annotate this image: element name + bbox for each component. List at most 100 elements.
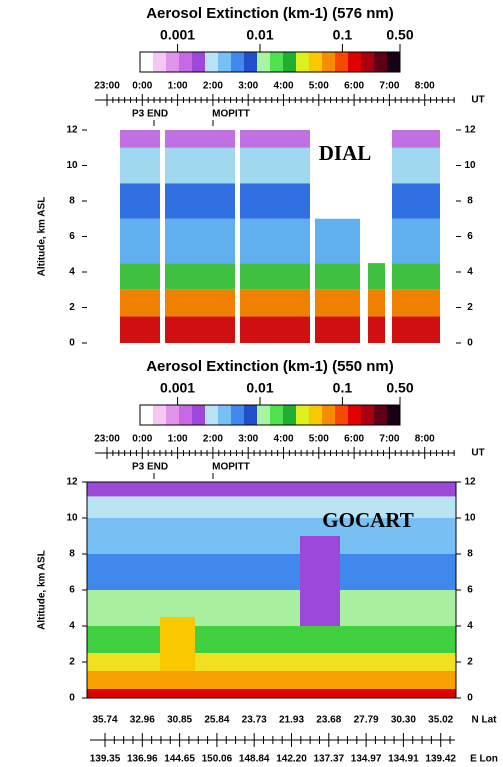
flight-marker: P3 END: [132, 462, 168, 473]
colorbar-tick-label: 0.50: [386, 380, 413, 396]
curtain-cell: [392, 147, 440, 184]
curtain-band: [87, 626, 456, 653]
time-tick-label: 8:00: [415, 434, 435, 445]
lat-unit: N Lat: [472, 715, 498, 726]
y-tick-label-right: 10: [464, 513, 476, 524]
time-tick-label: 5:00: [309, 434, 329, 445]
lat-label: 30.30: [391, 715, 416, 726]
colorbar-tick-label: 0.1: [333, 380, 353, 396]
y-tick-label-right: 0: [467, 693, 473, 704]
colorbar-cell: [192, 52, 206, 72]
curtain-cell: [392, 183, 440, 219]
y-tick-label-right: 2: [467, 302, 473, 313]
colorbar-cell: [335, 52, 349, 72]
y-tick-label: 0: [69, 338, 75, 349]
dial-curtain: [120, 130, 440, 343]
y-tick-label: 0: [69, 693, 75, 704]
lat-label: 30.85: [167, 715, 192, 726]
colorbar-cell: [348, 405, 362, 425]
lat-label: 27.79: [354, 715, 379, 726]
curtain-cell: [315, 218, 360, 264]
lon-label: 139.42: [425, 754, 456, 765]
curtain-cell: [240, 183, 310, 219]
y-tick-label-right: 12: [464, 477, 476, 488]
y-tick-label: 4: [69, 621, 75, 632]
colorbar-cell: [179, 52, 193, 72]
lat-label: 21.93: [279, 715, 304, 726]
time-tick-label: 7:00: [379, 434, 399, 445]
panel-label: GOCART: [322, 508, 413, 532]
y-tick-label-right: 8: [467, 196, 473, 207]
colorbar-cell: [374, 52, 388, 72]
curtain-cell: [392, 218, 440, 264]
lon-unit: E Lon: [470, 754, 498, 765]
colorbar-tick-label: 0.001: [160, 27, 195, 43]
colorbar-cell: [179, 405, 193, 425]
curtain-cell: [392, 263, 440, 290]
colorbar-cell: [335, 405, 349, 425]
y-tick-label: 8: [69, 549, 75, 560]
colorbar-cell: [166, 52, 180, 72]
lat-label: 25.84: [204, 715, 229, 726]
y-tick-label: 2: [69, 657, 75, 668]
y-axis-label: Altitude, km ASL: [37, 197, 48, 277]
curtain-cell: [368, 263, 385, 290]
lat-label: 35.74: [92, 715, 117, 726]
time-tick-label: 4:00: [273, 434, 293, 445]
y-tick-label-right: 0: [467, 338, 473, 349]
curtain-cell: [120, 316, 160, 343]
curtain-blob: [160, 617, 195, 671]
time-tick-label: 5:00: [309, 81, 329, 92]
lon-label: 137.37: [314, 754, 345, 765]
lat-label: 23.73: [242, 715, 267, 726]
y-tick-label: 10: [66, 160, 78, 171]
curtain-cell: [240, 263, 310, 290]
gocart-curtain: [87, 482, 456, 698]
time-tick-label: 23:00: [94, 81, 120, 92]
curtain-blob: [300, 536, 340, 626]
curtain-cell: [165, 218, 235, 264]
y-tick-label-right: 8: [467, 549, 473, 560]
lon-label: 142.20: [276, 754, 307, 765]
time-tick-label: 1:00: [168, 81, 188, 92]
time-tick-label: 3:00: [238, 81, 258, 92]
y-tick-label-right: 12: [464, 125, 476, 136]
lon-label: 134.91: [388, 754, 419, 765]
time-tick-label: 0:00: [132, 434, 152, 445]
curtain-cell: [368, 289, 385, 317]
y-tick-label-right: 4: [467, 267, 473, 278]
curtain-cell: [392, 130, 440, 148]
time-tick-label: 6:00: [344, 81, 364, 92]
curtain-cell: [240, 130, 310, 148]
colorbar-cell: [270, 52, 284, 72]
colorbar-cell: [192, 405, 206, 425]
curtain-cell: [165, 130, 235, 148]
colorbar-tick-label: 0.1: [333, 27, 353, 43]
curtain-band: [87, 554, 456, 590]
colorbar-cell: [153, 52, 167, 72]
time-tick-label: 6:00: [344, 434, 364, 445]
colorbar-cell: [348, 52, 362, 72]
y-tick-label-right: 2: [467, 657, 473, 668]
y-tick-label: 12: [66, 125, 78, 136]
colorbar-cell: [153, 405, 167, 425]
curtain-cell: [240, 289, 310, 317]
curtain-band: [87, 653, 456, 671]
y-tick-label-right: 4: [467, 621, 473, 632]
time-tick-label: 8:00: [415, 81, 435, 92]
curtain-cell: [120, 183, 160, 219]
y-tick-label: 8: [69, 196, 75, 207]
time-tick-label: 2:00: [203, 81, 223, 92]
curtain-cell: [120, 289, 160, 317]
flight-marker: MOPITT: [212, 462, 250, 473]
panel-title: Aerosol Extinction (km-1) (576 nm): [146, 5, 394, 22]
curtain-cell: [240, 218, 310, 264]
time-tick-label: 7:00: [379, 81, 399, 92]
curtain-band: [87, 496, 456, 518]
colorbar-cell: [244, 405, 258, 425]
y-tick-label-right: 10: [464, 160, 476, 171]
lat-label: 23.68: [316, 715, 341, 726]
colorbar-cell: [166, 405, 180, 425]
curtain-cell: [315, 316, 360, 343]
colorbar-cell: [296, 405, 310, 425]
